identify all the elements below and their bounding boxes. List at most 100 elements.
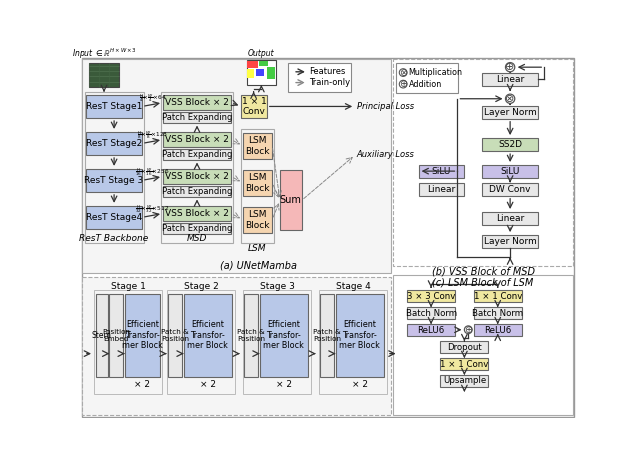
Text: MSD: MSD [187,235,207,243]
Text: SiLU: SiLU [431,167,451,176]
Text: Addition: Addition [408,79,442,89]
Bar [474,324,522,336]
Text: ReLU6: ReLU6 [484,326,511,335]
Circle shape [506,94,515,103]
Bar [320,294,334,377]
Text: $\frac{H}{32}{\times}\frac{W}{32}{\times}512$: $\frac{H}{32}{\times}\frac{W}{32}{\times… [135,203,170,215]
Bar [482,212,538,225]
Bar [86,132,142,155]
Bar [163,112,231,123]
Bar [163,206,231,221]
Text: Linear: Linear [496,75,524,85]
Bar [241,95,267,118]
Text: Batch Norm: Batch Norm [472,309,524,318]
Text: (a) UNetMamba: (a) UNetMamba [220,261,297,271]
Text: Stage 1: Stage 1 [111,282,147,291]
Text: ResT Backbone: ResT Backbone [79,235,148,243]
Text: Batch Norm: Batch Norm [406,309,456,318]
Text: Efficient
Transfor-
mer Block: Efficient Transfor- mer Block [188,320,228,350]
Bar [482,138,538,151]
Text: ResT Stage1: ResT Stage1 [86,102,142,111]
Bar [246,60,276,85]
Text: Output: Output [248,49,275,58]
Text: Stage 4: Stage 4 [336,282,371,291]
Text: VSS Block × 2: VSS Block × 2 [165,135,229,144]
Bar [393,275,573,415]
Bar [407,324,455,336]
Bar [419,183,463,196]
Text: SS2D: SS2D [498,140,522,149]
Bar [244,294,259,377]
Text: 1 × 1 Conv: 1 × 1 Conv [440,360,488,368]
Text: Patch &
Position: Patch & Position [313,329,341,342]
Text: × 2: × 2 [276,380,292,389]
Circle shape [465,326,472,334]
Bar [440,375,488,387]
Text: Efficient
Transfor-
mer Block: Efficient Transfor- mer Block [339,320,380,350]
Text: × 2: × 2 [200,380,216,389]
Text: × 2: × 2 [134,380,150,389]
Text: ReLU6: ReLU6 [417,326,445,335]
Text: $\frac{H}{4}{\times}\frac{W}{4}{\times}64$: $\frac{H}{4}{\times}\frac{W}{4}{\times}6… [139,92,166,104]
Bar [83,59,391,273]
Text: Multiplication: Multiplication [408,68,463,77]
Bar [163,186,231,196]
Text: LSM: LSM [248,244,267,253]
Text: Features: Features [309,67,346,76]
Bar [163,95,231,110]
Bar [482,106,538,119]
Text: LSM
Block: LSM Block [245,173,269,193]
Text: Patch &
Position: Patch & Position [161,329,189,342]
Bar [161,92,233,243]
Text: Patch Expanding: Patch Expanding [162,224,232,233]
Bar [184,294,232,377]
Bar [256,70,264,77]
Bar [168,294,182,377]
Bar [84,92,143,243]
Bar [259,61,268,66]
Bar [243,133,272,159]
Bar [86,169,142,192]
Text: Patch Expanding: Patch Expanding [162,113,232,122]
Text: Patch Expanding: Patch Expanding [162,149,232,159]
Bar [86,95,142,118]
Bar [396,63,458,93]
Text: ResT Stage 3: ResT Stage 3 [84,176,144,185]
Bar [163,132,231,147]
Text: Input $\in \mathbb{R}^{H\times W\times 3}$: Input $\in \mathbb{R}^{H\times W\times 3… [72,47,136,61]
Text: 3 × 3 Conv: 3 × 3 Conv [407,292,455,301]
Bar [248,70,254,78]
Bar [393,60,573,266]
Bar [109,294,124,377]
Text: ⊗: ⊗ [506,94,515,104]
Bar [407,307,455,319]
Bar [94,290,162,394]
Text: ResT Stage4: ResT Stage4 [86,213,142,222]
Bar [407,290,455,302]
Bar [288,63,351,92]
Text: Train-only: Train-only [309,78,351,87]
Text: VSS Block × 2: VSS Block × 2 [165,209,229,218]
Bar [95,294,108,377]
Text: Patch &
Position: Patch & Position [237,329,265,342]
Bar [163,223,231,234]
Text: Dropout: Dropout [447,343,482,352]
Bar [482,183,538,196]
Text: Upsample: Upsample [443,376,486,385]
Bar [243,290,311,394]
Bar [474,290,522,302]
Bar [248,61,259,68]
Text: ResT Stage2: ResT Stage2 [86,139,142,148]
Text: ⊗: ⊗ [399,68,407,78]
Text: Patch Expanding: Patch Expanding [162,187,232,196]
Text: SiLU: SiLU [500,167,520,176]
Bar [440,341,488,353]
Text: LSM
Block: LSM Block [245,211,269,230]
Text: LSM
Block: LSM Block [245,136,269,156]
Text: VSS Block × 2: VSS Block × 2 [165,98,229,107]
Bar [83,277,391,415]
Bar [440,358,488,370]
Bar [243,170,272,196]
Text: Linear: Linear [496,214,524,223]
Text: 1 × 1
Conv: 1 × 1 Conv [242,97,266,116]
